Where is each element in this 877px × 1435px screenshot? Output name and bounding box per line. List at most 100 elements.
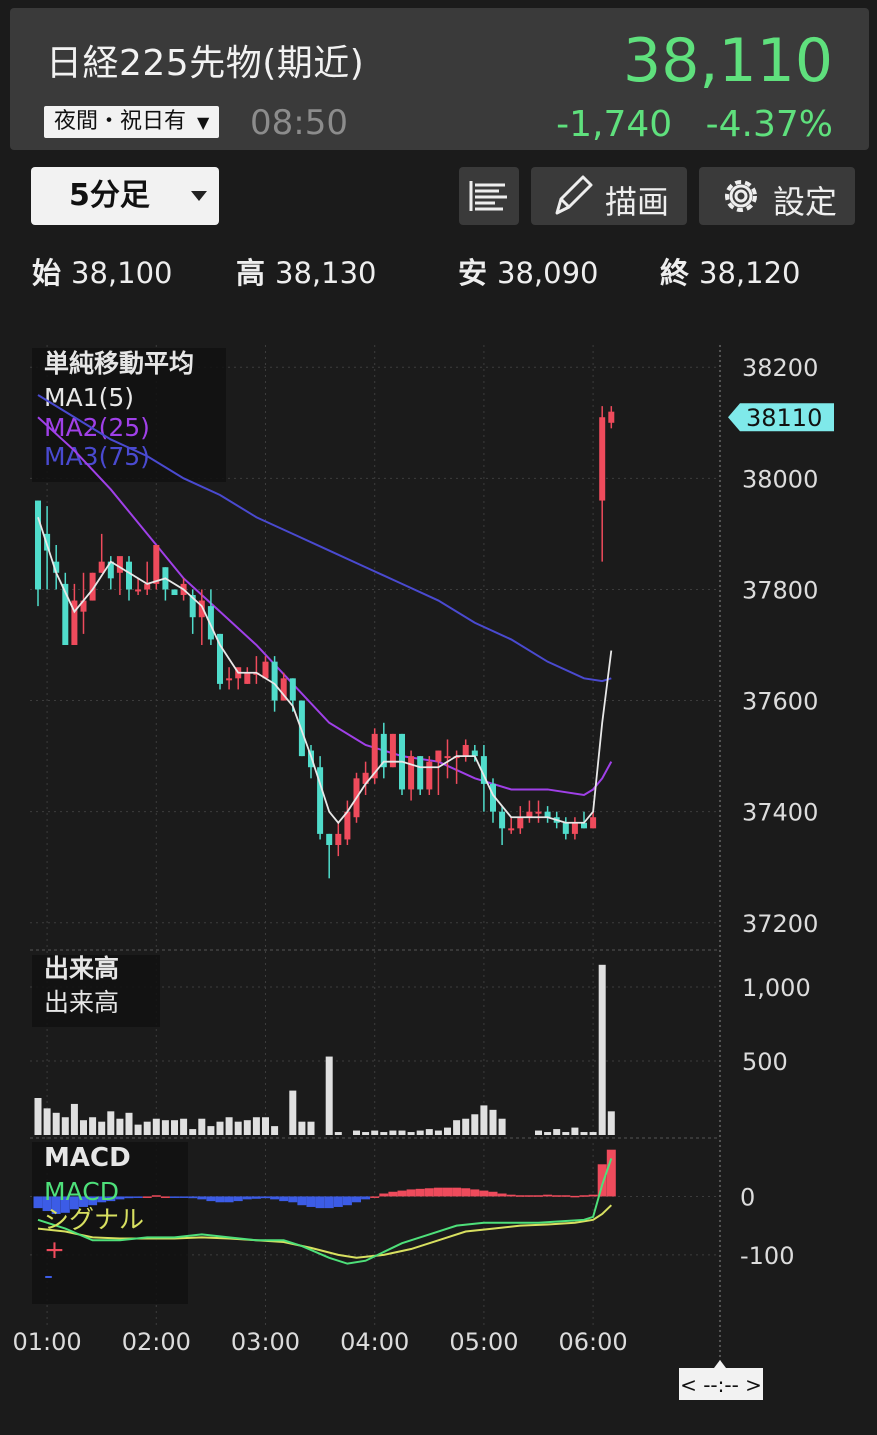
volume-bar bbox=[52, 1112, 60, 1135]
ohlc-low: 安 38,090 bbox=[458, 256, 599, 290]
macd-histogram-bar bbox=[479, 1190, 489, 1197]
macd-histogram-bar bbox=[524, 1195, 534, 1197]
interval-select[interactable]: 5分足 bbox=[31, 167, 219, 225]
macd-histogram-bar bbox=[534, 1195, 543, 1197]
volume-bar bbox=[444, 1127, 451, 1135]
last-price-tag-label: 38110 bbox=[746, 404, 822, 432]
macd-histogram-bar bbox=[170, 1196, 179, 1198]
macd-histogram-bar bbox=[324, 1196, 334, 1209]
candle-down bbox=[317, 767, 324, 834]
candle-up bbox=[71, 600, 78, 645]
macd-histogram-bar bbox=[515, 1195, 525, 1197]
macd-histogram-bar bbox=[388, 1191, 398, 1197]
chevron-down-icon: ▼ bbox=[197, 113, 210, 132]
y-tick-label: 500 bbox=[742, 1048, 788, 1076]
macd-histogram-bar bbox=[33, 1196, 43, 1209]
macd-histogram-bar bbox=[543, 1194, 553, 1197]
time-cursor-label[interactable] bbox=[679, 1368, 763, 1400]
macd-histogram-bar bbox=[470, 1189, 480, 1197]
session-dropdown[interactable]: 夜間・祝日有 ▼ bbox=[44, 106, 220, 138]
candle-up bbox=[535, 811, 542, 814]
volume-bar bbox=[544, 1132, 552, 1135]
macd-histogram-bar bbox=[488, 1191, 498, 1197]
volume-bar bbox=[134, 1124, 142, 1135]
volume-bar bbox=[80, 1120, 87, 1135]
settings-label: 設定 bbox=[773, 183, 838, 221]
volume-bar bbox=[89, 1117, 97, 1135]
volume-bar bbox=[462, 1118, 470, 1135]
macd-histogram-bar bbox=[133, 1196, 143, 1198]
y-tick-label: 38200 bbox=[742, 354, 818, 382]
macd-legend: MACD bbox=[44, 1177, 119, 1206]
quote-header: 日経225先物(期近) 38,110 夜間・祝日有 ▼ 08:50 -1,740… bbox=[10, 8, 869, 150]
candle-up bbox=[444, 756, 451, 759]
macd-histogram-bar bbox=[242, 1196, 252, 1200]
macd-histogram-bar bbox=[251, 1196, 261, 1199]
macd-histogram-bar bbox=[579, 1195, 589, 1197]
macd-histogram-bar bbox=[51, 1196, 61, 1214]
macd-histogram-bar bbox=[197, 1196, 207, 1200]
macd-histogram-bar bbox=[97, 1196, 107, 1203]
candle-up bbox=[608, 411, 615, 423]
draw-button[interactable]: 描画 bbox=[531, 167, 687, 225]
settings-button[interactable]: 設定 bbox=[699, 167, 855, 225]
macd-histogram-bar bbox=[588, 1194, 598, 1197]
caret-down-icon bbox=[191, 191, 207, 201]
x-tick-label: 05:00 bbox=[449, 1328, 518, 1356]
candle-down bbox=[562, 822, 569, 834]
macd-histogram-bar bbox=[424, 1188, 434, 1197]
indicator-list-button[interactable] bbox=[459, 167, 519, 225]
macd-histogram-bar bbox=[342, 1196, 352, 1206]
interval-label: 5分足 bbox=[69, 178, 150, 213]
last-price: 38,110 bbox=[623, 26, 833, 96]
volume-bar bbox=[207, 1126, 215, 1135]
macd-histogram-bar bbox=[151, 1195, 161, 1197]
candle-down bbox=[298, 700, 305, 757]
volume-bar bbox=[580, 1132, 588, 1135]
signal-legend: シグナル bbox=[44, 1205, 144, 1234]
macd-histogram-bar bbox=[606, 1149, 616, 1197]
macd-histogram-bar bbox=[160, 1196, 170, 1198]
y-tick-label: 38000 bbox=[742, 465, 818, 493]
candle-up bbox=[344, 811, 351, 840]
volume-bar bbox=[298, 1121, 306, 1135]
pencil-icon bbox=[555, 175, 593, 215]
volume-bar bbox=[562, 1132, 570, 1135]
candle-down bbox=[490, 783, 496, 812]
volume-bar bbox=[43, 1108, 51, 1135]
volume-bar bbox=[480, 1105, 488, 1135]
volume-bar bbox=[171, 1120, 178, 1135]
macd-histogram-bar bbox=[379, 1193, 389, 1197]
macd-histogram-bar bbox=[561, 1195, 571, 1197]
candle-down bbox=[380, 733, 387, 768]
candle-up bbox=[135, 589, 142, 592]
candle-up bbox=[226, 678, 233, 681]
macd-histogram-bar bbox=[215, 1196, 225, 1203]
volume-bar bbox=[243, 1120, 251, 1135]
macd-histogram-bar bbox=[288, 1196, 298, 1203]
price-chart[interactable]: 01:00 02:00 03:00 04:00 05:00 06:00 38200 38000… bbox=[0, 310, 877, 1435]
y-tick-label: 0 bbox=[740, 1183, 755, 1211]
volume-bar bbox=[252, 1117, 260, 1135]
volume-bar bbox=[471, 1114, 479, 1135]
candle-up bbox=[89, 572, 96, 601]
volume-bar bbox=[498, 1118, 506, 1135]
volume-bar bbox=[189, 1129, 197, 1135]
candle-up bbox=[408, 756, 415, 790]
time-cursor-text: < --:-- > bbox=[680, 1373, 762, 1397]
candle-up bbox=[389, 733, 396, 768]
candle-down bbox=[480, 756, 487, 784]
volume-bar bbox=[271, 1126, 279, 1135]
volume-bar bbox=[535, 1130, 542, 1135]
candle-up bbox=[362, 772, 369, 784]
volume-bar bbox=[70, 1103, 78, 1135]
x-tick-label: 06:00 bbox=[559, 1328, 628, 1356]
volume-bar bbox=[98, 1121, 106, 1135]
candle-up bbox=[526, 811, 533, 818]
macd-histogram-bar bbox=[297, 1196, 307, 1206]
volume-bar bbox=[61, 1117, 69, 1135]
candle-down bbox=[326, 833, 333, 845]
macd-histogram-bar bbox=[69, 1196, 79, 1210]
volume-bar bbox=[34, 1098, 42, 1135]
macd-histogram-bar bbox=[570, 1195, 580, 1198]
